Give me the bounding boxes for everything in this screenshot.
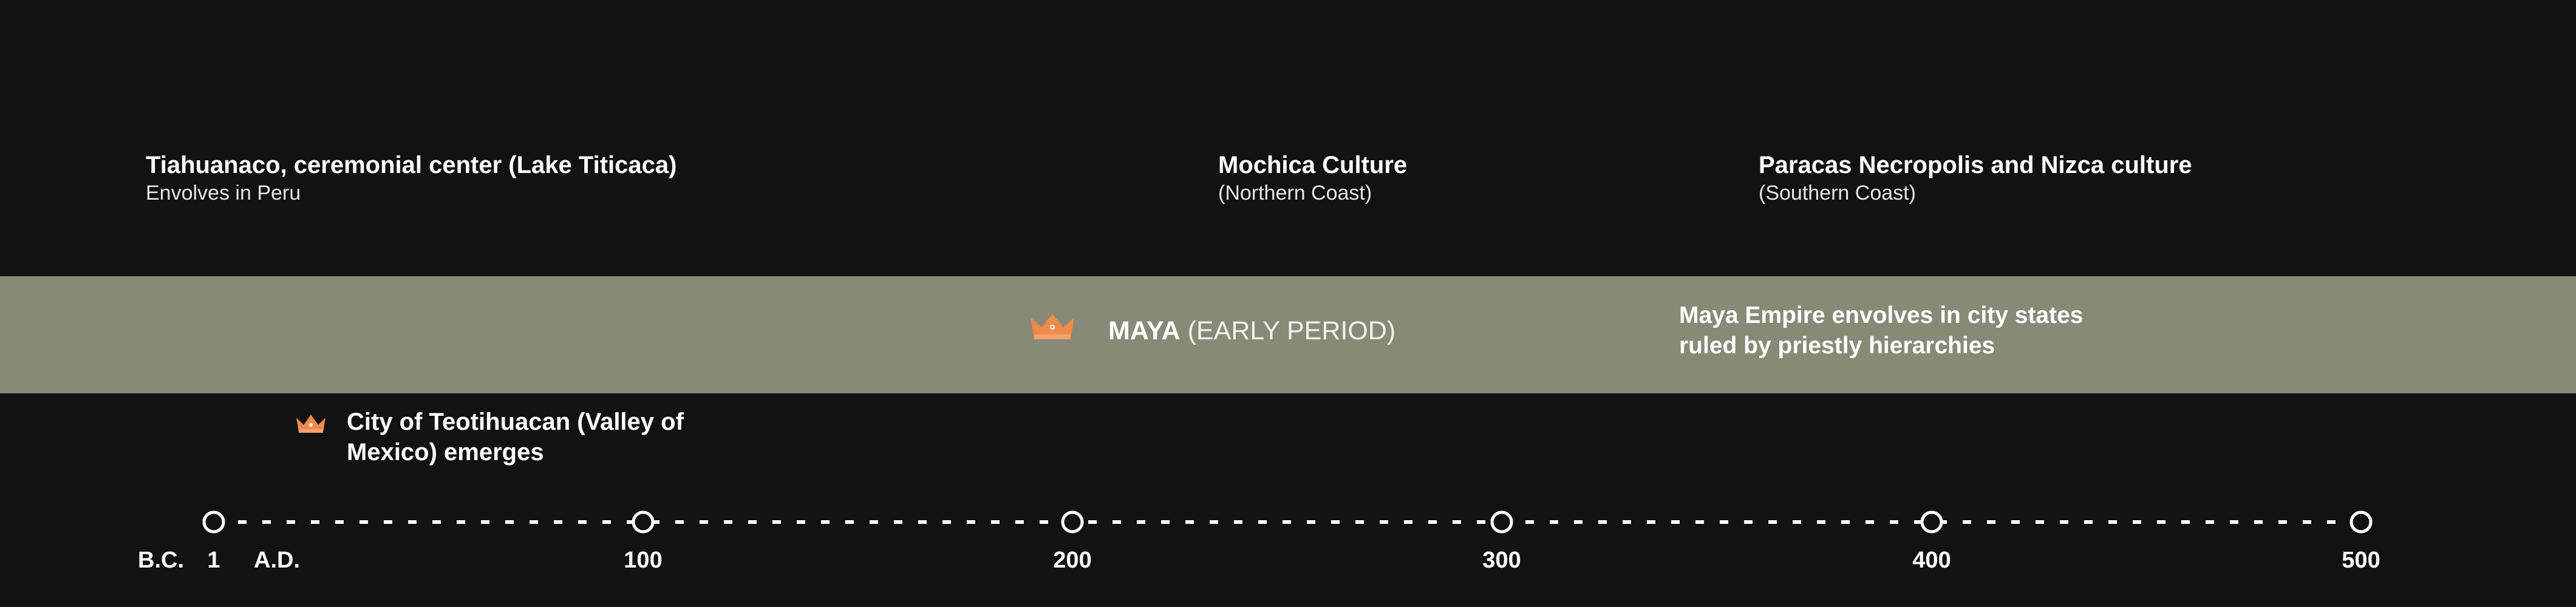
- event-paracas-subtitle: (Southern Coast): [1759, 181, 1916, 205]
- timeline-tick-label: 1: [207, 548, 220, 573]
- maya-note: Maya Empire envolves in city states rule…: [1679, 300, 2083, 361]
- event-mochica: Mochica Culture (Northern Coast): [1218, 151, 1407, 206]
- timeline-axis: [202, 510, 2373, 534]
- timeline-tick-marker: [1920, 510, 1943, 534]
- event-tiahuanaco-subtitle: Envolves in Peru: [146, 181, 301, 205]
- timeline-tick-marker: [1061, 510, 1084, 534]
- maya-period-band: MAYA (EARLY PERIOD) Maya Empire envolves…: [0, 276, 2576, 393]
- maya-note-line1: Maya Empire envolves in city states: [1679, 302, 2084, 328]
- event-teotihuacan: City of Teotihuacan (Valley of Mexico) e…: [347, 407, 684, 467]
- event-tiahuanaco: Tiahuanaco, ceremonial center (Lake Titi…: [146, 151, 676, 206]
- timeline-tick-label: 500: [2342, 548, 2380, 573]
- era-bc-label: B.C.: [138, 548, 184, 573]
- event-mochica-subtitle: (Northern Coast): [1218, 181, 1372, 205]
- timeline-tick-marker: [1490, 510, 1513, 534]
- event-mochica-title: Mochica Culture: [1218, 152, 1408, 178]
- event-teotihuacan-line2: Mexico) emerges: [347, 439, 544, 466]
- event-paracas-title: Paracas Necropolis and Nizca culture: [1759, 152, 2192, 178]
- timeline-tick-marker: [202, 510, 225, 534]
- timeline-tick-label: 100: [624, 548, 663, 573]
- timeline-tick-marker: [632, 510, 655, 534]
- timeline-tick-marker: [2349, 510, 2373, 534]
- timeline-tick-label: 400: [1912, 548, 1951, 573]
- crown-icon: [296, 415, 325, 433]
- maya-name: MAYA: [1108, 316, 1181, 345]
- timeline-tick-label: 200: [1053, 548, 1092, 573]
- crown-icon: [1031, 314, 1074, 339]
- timeline-tick-label: 300: [1482, 548, 1521, 573]
- event-teotihuacan-line1: City of Teotihuacan (Valley of: [347, 409, 684, 435]
- maya-note-line2: ruled by priestly hierarchies: [1679, 333, 1995, 359]
- maya-period: (EARLY PERIOD): [1180, 316, 1396, 345]
- maya-period-label: MAYA (EARLY PERIOD): [1108, 315, 1395, 347]
- event-tiahuanaco-title: Tiahuanaco, ceremonial center (Lake Titi…: [146, 152, 677, 178]
- event-paracas: Paracas Necropolis and Nizca culture (So…: [1759, 151, 2192, 206]
- era-ad-label: A.D.: [254, 548, 300, 573]
